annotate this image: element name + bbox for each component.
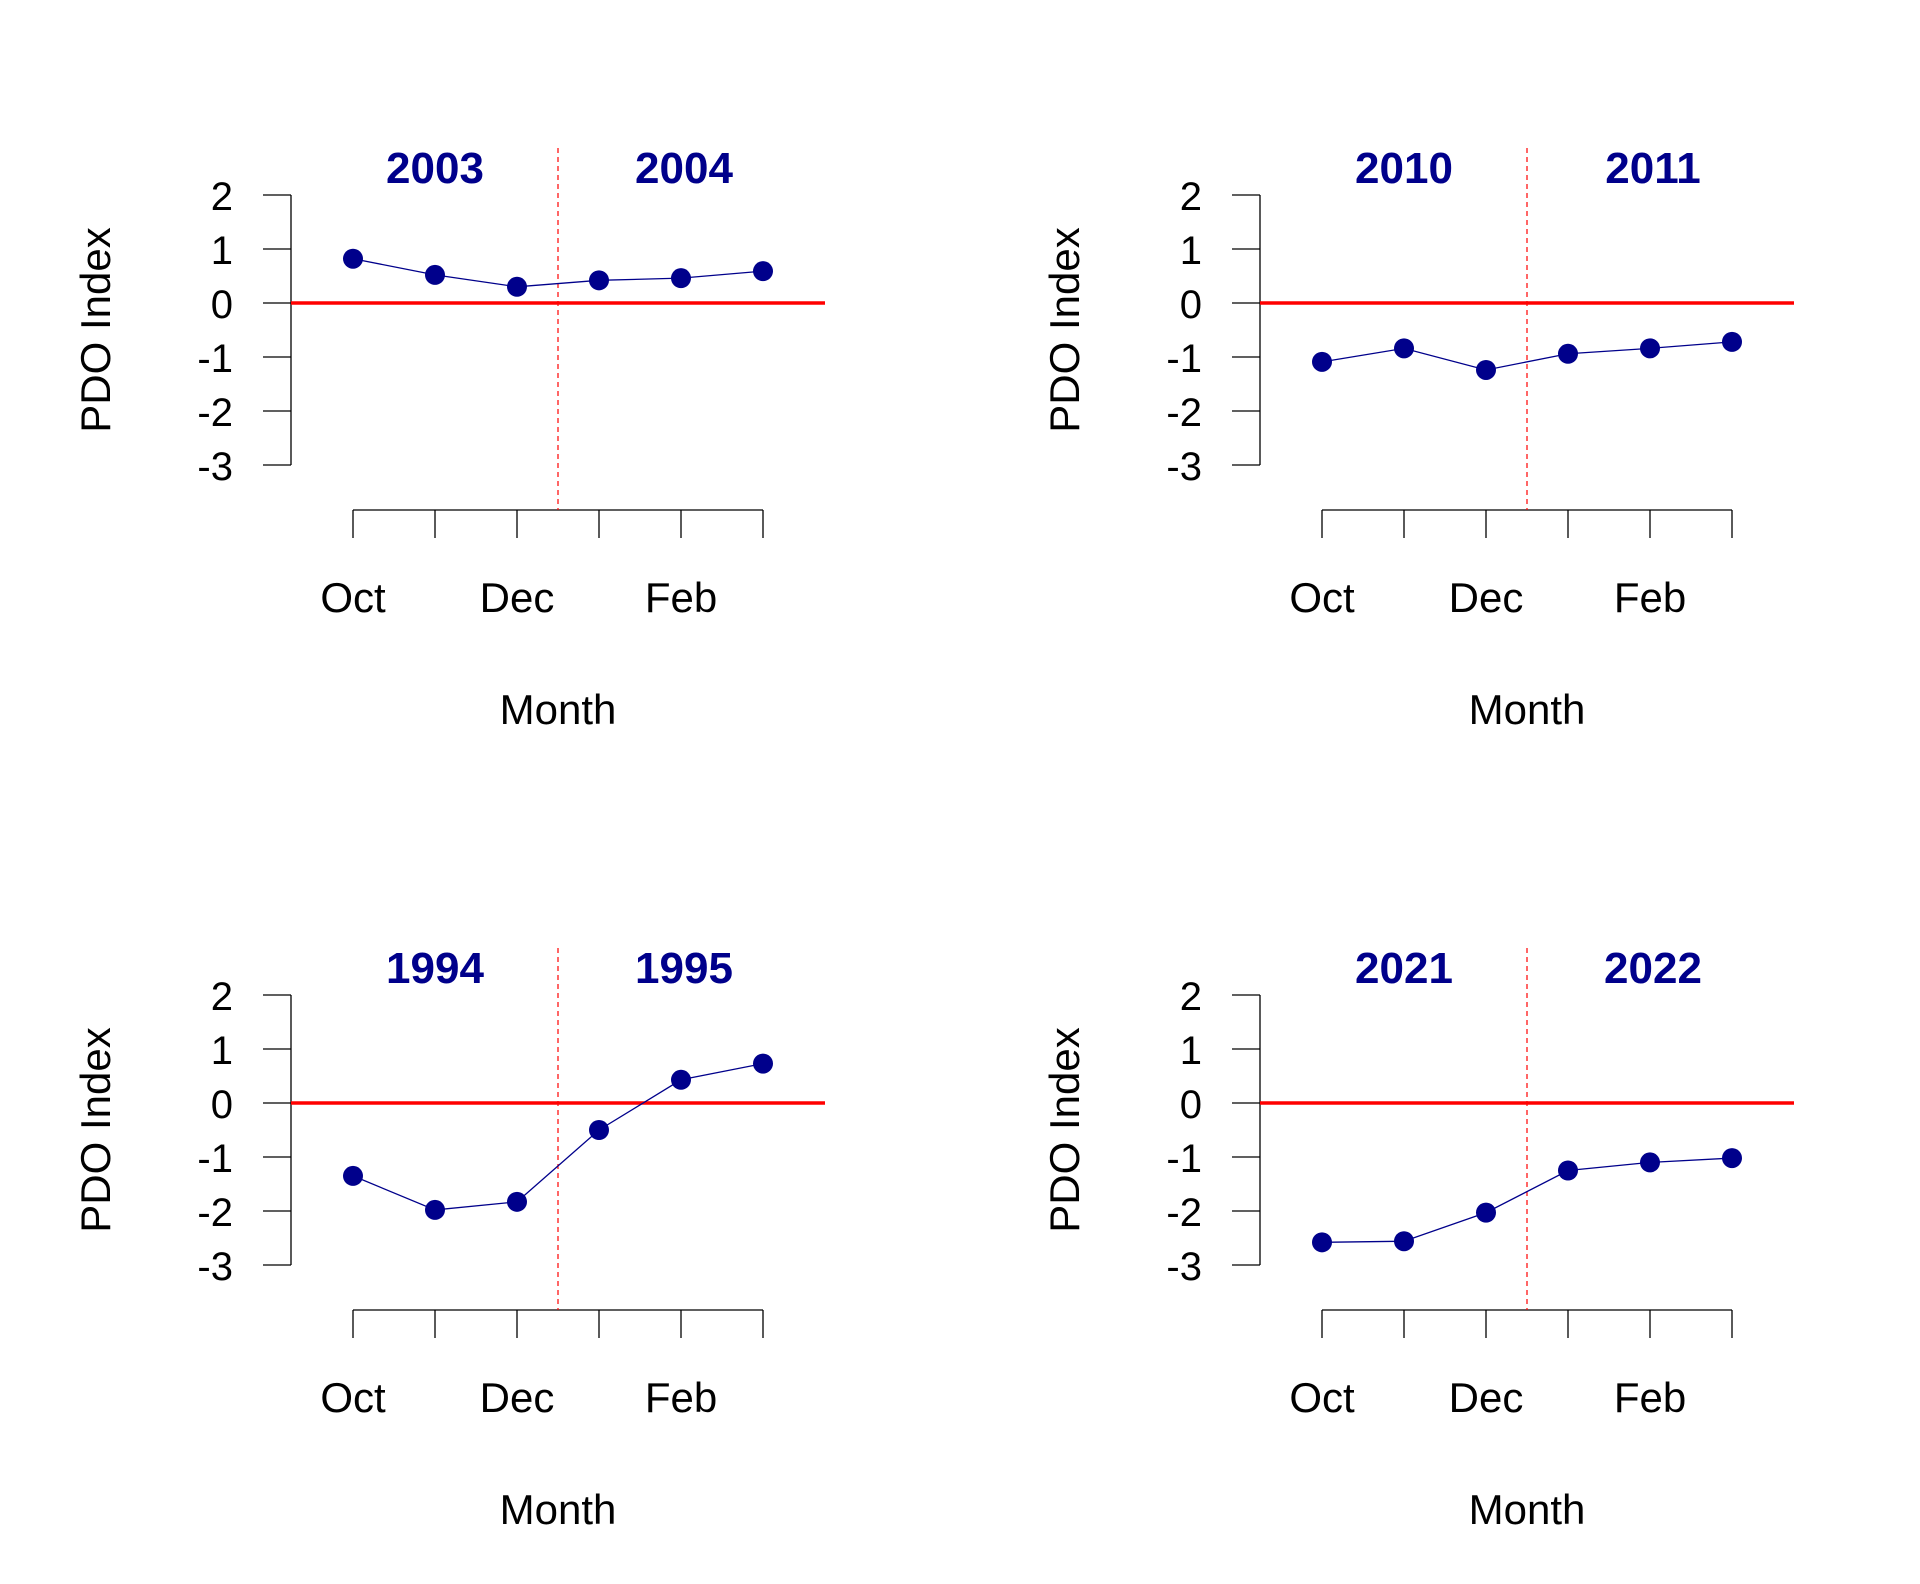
data-point [1640,338,1660,359]
data-point [343,248,363,269]
y-tick-label: -3 [1166,445,1202,489]
y-tick-label: -1 [1166,337,1202,381]
data-point [1476,359,1496,380]
y-tick-label: 0 [211,1083,233,1127]
year-label-start: 1994 [386,944,484,993]
data-point [1722,331,1742,352]
data-point [1312,1232,1332,1253]
x-axis-label: Month [1469,1486,1586,1533]
year-label-end: 2004 [635,144,733,193]
y-axis-label: PDO Index [72,1027,119,1232]
year-label-start: 2010 [1355,144,1453,193]
y-tick-label: 1 [1180,229,1202,273]
y-axis-label: PDO Index [1041,227,1088,432]
y-tick-label: 2 [211,175,233,219]
data-point [1476,1202,1496,1223]
x-tick-label: Oct [1289,1374,1355,1421]
year-label-end: 2011 [1605,144,1700,193]
y-tick-label: -3 [1166,1245,1202,1289]
x-tick-label: Feb [645,574,717,621]
x-tick-label: Dec [1449,574,1524,621]
y-tick-label: 1 [1180,1029,1202,1073]
y-tick-label: 0 [1180,1083,1202,1127]
x-tick-label: Oct [320,1374,386,1421]
y-tick-label: 1 [211,229,233,273]
y-axis-label: PDO Index [1041,1027,1088,1232]
x-tick-label: Dec [480,574,555,621]
y-tick-label: -1 [1166,1137,1202,1181]
y-tick-label: 2 [1180,175,1202,219]
data-point [1312,351,1332,372]
panel-3: 2 1 0 -1 -2 -3 PDO Index Oct Dec Feb Month 1994 1995 [72,944,825,1533]
x-tick-label: Feb [645,1374,717,1421]
data-point [1394,338,1414,359]
data-point [671,1069,691,1090]
y-tick-label: 0 [211,283,233,327]
x-tick-label: Feb [1614,1374,1686,1421]
data-point [425,264,445,285]
x-tick-label: Feb [1614,574,1686,621]
year-label-end: 1995 [635,944,733,993]
data-point [589,270,609,291]
series-line [1321,1157,1733,1243]
y-tick-label: 2 [1180,975,1202,1019]
data-point [1558,1160,1578,1181]
y-tick-label: -2 [1166,391,1202,435]
y-tick-label: 1 [211,1029,233,1073]
y-tick-label: -3 [197,445,233,489]
y-tick-label: 0 [1180,283,1202,327]
x-axis-label: Month [500,686,617,733]
x-axis-label: Month [1469,686,1586,733]
data-point [753,1053,773,1074]
data-point [343,1165,363,1186]
x-tick-label: Oct [320,574,386,621]
y-tick-label: -1 [197,337,233,381]
data-point [589,1120,609,1140]
y-tick-label: -2 [197,391,233,435]
data-point [1640,1152,1660,1173]
year-label-end: 2022 [1604,944,1702,993]
data-point [425,1199,445,1220]
series-line [352,258,764,288]
y-tick-label: -3 [197,1245,233,1289]
panel-1: 2 1 0 -1 -2 -3 PDO Index Oct Dec Feb Month 2003 2004 [72,144,825,733]
series-line [352,1062,764,1211]
x-tick-label: Dec [480,1374,555,1421]
y-tick-label: -1 [197,1137,233,1181]
data-point [507,1191,527,1212]
data-point [507,276,527,297]
panel-4: 2 1 0 -1 -2 -3 PDO Index Oct Dec Feb Month 2021 2022 [1041,944,1794,1533]
data-point [1722,1148,1742,1169]
data-point [1394,1231,1414,1252]
panel-2: 2 1 0 -1 -2 -3 PDO Index Oct Dec Feb Month 2010 2011 [1041,144,1794,733]
data-point [671,268,691,289]
y-tick-label: -2 [197,1191,233,1235]
series-line [1321,341,1733,371]
data-point [753,261,773,282]
x-axis-label: Month [500,1486,617,1533]
year-label-start: 2021 [1355,944,1453,993]
y-axis-label: PDO Index [72,227,119,432]
y-tick-label: -2 [1166,1191,1202,1235]
x-tick-label: Oct [1289,574,1355,621]
y-tick-label: 2 [211,975,233,1019]
x-tick-label: Dec [1449,1374,1524,1421]
year-label-start: 2003 [386,144,484,193]
data-point [1558,343,1578,364]
